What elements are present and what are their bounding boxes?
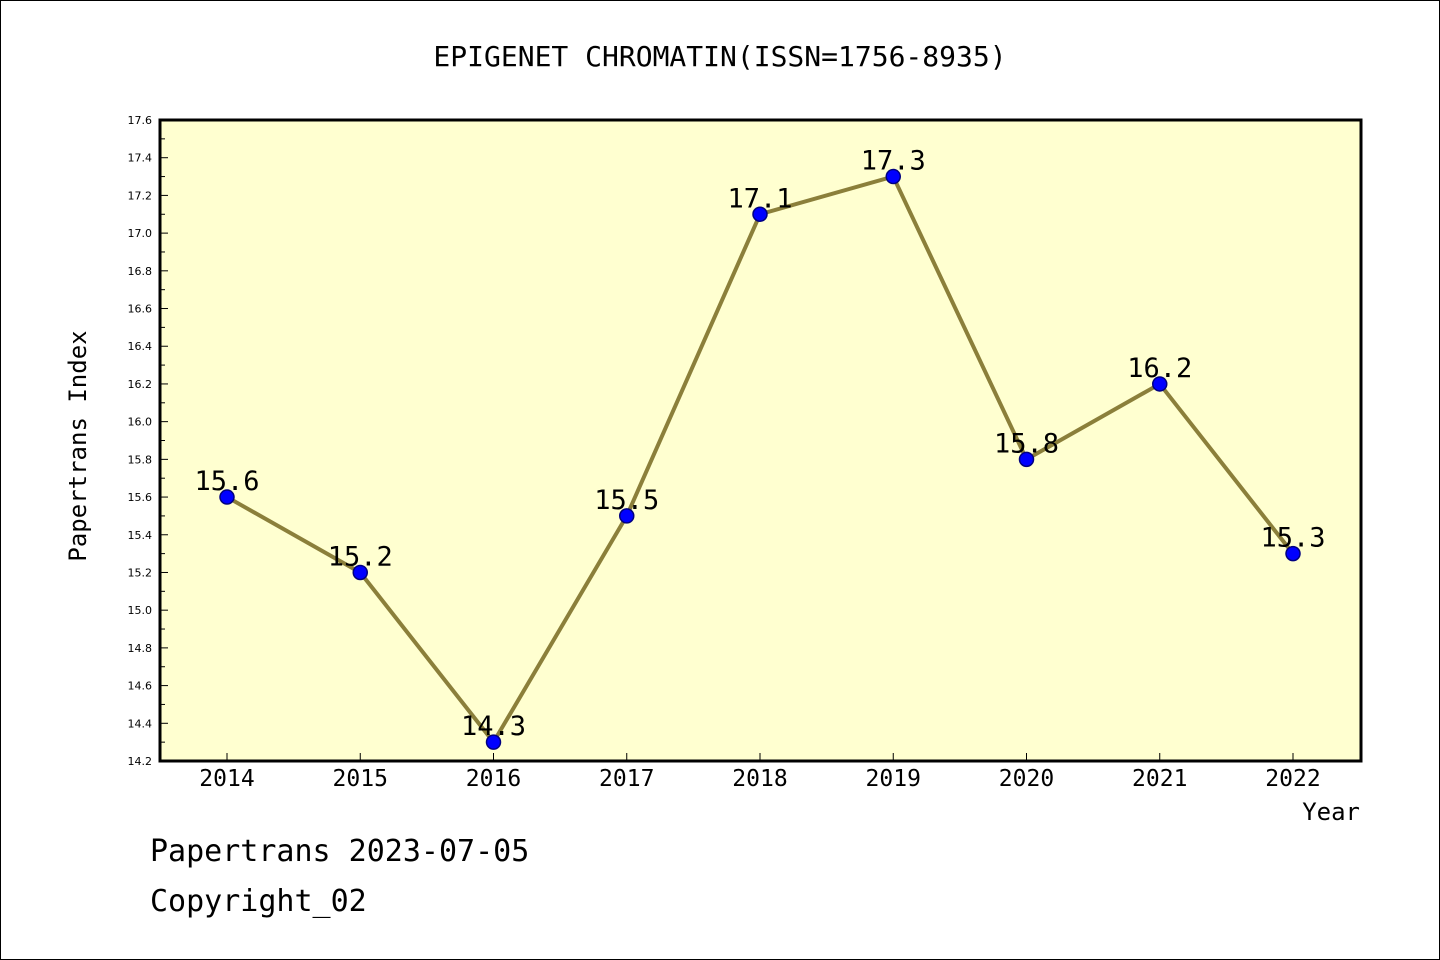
y-axis-ticks: 14.2 14.4 14.6 14.8 15.0 15.2 15.4 15.6 15.8 16.0… (128, 114, 168, 768)
x-tick-label: 2020 (999, 766, 1054, 792)
y-tick-label: 16.8 (128, 265, 153, 278)
plot-area (158, 118, 1363, 763)
y-tick-label: 14.4 (128, 717, 153, 730)
y-tick-label: 16.2 (128, 378, 153, 391)
y-tick-label: 17.6 (128, 114, 153, 127)
y-tick-label: 14.2 (128, 755, 153, 768)
footer-copyright-text: Copyright_02 (150, 884, 367, 919)
footer-date-text: Papertrans 2023-07-05 (150, 834, 530, 869)
y-tick-label: 15.6 (128, 491, 153, 504)
x-tick-label: 2014 (199, 766, 254, 792)
data-point-marker (352, 564, 368, 581)
data-point-label: 16.2 (1127, 353, 1192, 384)
data-point-label: 15.3 (1260, 523, 1325, 554)
data-point-label: 15.5 (594, 485, 659, 516)
data-point-marker (1018, 451, 1035, 468)
y-tick-label: 14.6 (128, 680, 153, 693)
y-tick-label: 17.0 (128, 227, 153, 240)
y-tick-label: 16.0 (128, 416, 153, 429)
y-tick-label: 17.2 (128, 189, 153, 202)
x-tick-label: 2018 (732, 766, 787, 792)
y-tick-label: 15.4 (128, 529, 153, 542)
y-tick-label: 15.8 (128, 453, 153, 466)
data-point-marker (219, 489, 235, 505)
x-tick-label: 2022 (1265, 766, 1320, 792)
data-point-label: 15.6 (194, 466, 259, 497)
data-point-label: 17.3 (861, 146, 926, 177)
y-tick-label: 14.8 (128, 642, 153, 655)
y-tick-label: 17.4 (128, 152, 153, 165)
y-tick-label: 15.2 (128, 566, 153, 579)
data-point-label: 15.2 (328, 541, 393, 572)
data-point-marker (752, 206, 768, 223)
data-point-marker (1285, 545, 1301, 562)
x-tick-label: 2016 (466, 766, 521, 792)
data-point-marker (619, 508, 635, 524)
x-tick-label: 2021 (1132, 766, 1187, 792)
x-axis-ticks: 2014 2015 2016 2017 2018 2019 2020 2021 2022 (199, 753, 1321, 792)
data-point-label: 15.8 (994, 428, 1059, 459)
data-point-label: 17.1 (727, 183, 792, 214)
data-point-label: 14.3 (461, 711, 526, 742)
chart-title: EPIGENET CHROMATIN(ISSN=1756-8935) (433, 40, 1006, 73)
x-axis-label: Year (1302, 798, 1360, 826)
data-point-marker (1152, 376, 1168, 392)
x-tick-label: 2019 (866, 766, 921, 792)
series-layer: 15.6 15.2 14.3 15.5 17.1 17.3 15.8 16.2 15.3 (194, 146, 1326, 750)
y-tick-label: 16.4 (128, 340, 153, 353)
y-tick-label: 15.0 (128, 604, 153, 617)
data-point-marker (485, 734, 502, 750)
data-point-marker (885, 168, 901, 185)
x-tick-label: 2015 (333, 766, 388, 792)
x-tick-label: 2017 (599, 766, 654, 792)
y-axis-label: Papertrans Index (64, 330, 92, 561)
y-tick-label: 16.6 (128, 303, 153, 316)
